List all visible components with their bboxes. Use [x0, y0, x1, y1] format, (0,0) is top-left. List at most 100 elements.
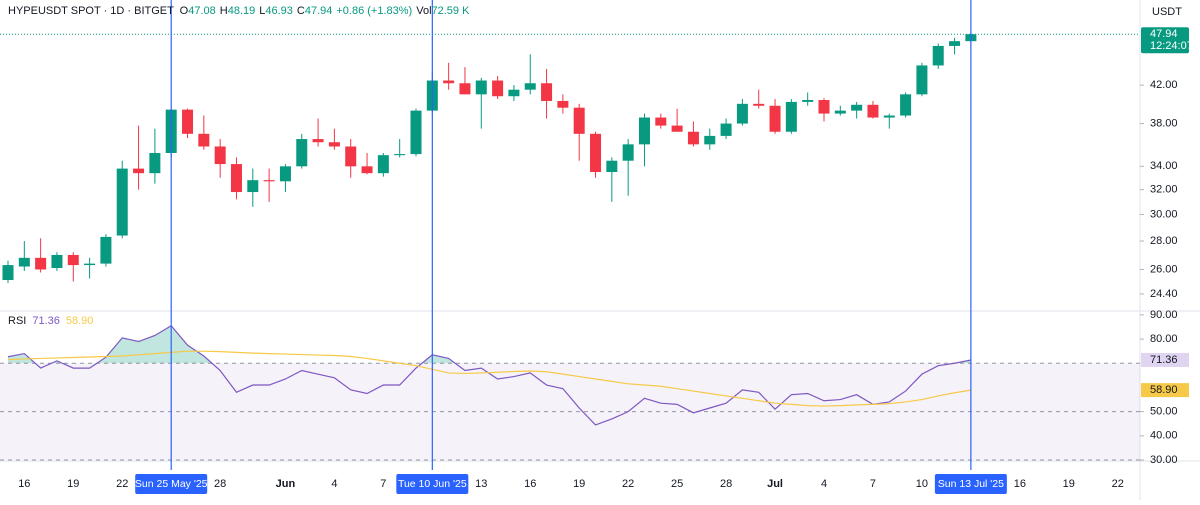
rsi-ma-box — [1141, 383, 1189, 398]
x-tick-label: 16 — [524, 478, 536, 490]
candle-body — [704, 135, 716, 145]
candle-body — [818, 100, 830, 114]
candle-body — [508, 89, 520, 97]
x-tick-label: 13 — [475, 478, 487, 490]
candle-body — [655, 117, 667, 126]
x-tick-label: 4 — [821, 478, 827, 490]
volume-value: 72.59 K — [432, 5, 471, 17]
rsi-title: RSI — [8, 315, 26, 327]
last-price-label: 47.94 — [1150, 28, 1178, 40]
candle-body — [834, 110, 846, 114]
x-tick-label: Jul — [767, 478, 783, 490]
candle-body — [883, 115, 895, 118]
symbol: HYPEUSDT SPOT · 1D · BITGET — [8, 5, 174, 17]
y-tick-label: 26.00 — [1150, 263, 1178, 275]
candle-body — [557, 100, 569, 108]
candle-body — [459, 83, 471, 95]
candle-body — [687, 131, 699, 145]
candle-body — [932, 45, 944, 66]
crosshair-date: Sun 25 May '25 — [135, 478, 208, 490]
x-tick-label: 28 — [720, 478, 732, 490]
candle-body — [802, 100, 814, 102]
x-tick-label: 16 — [18, 478, 30, 490]
candle-body — [916, 65, 928, 95]
candle-body — [900, 94, 912, 116]
rsi-tick-label: 30.00 — [1150, 454, 1178, 466]
y-tick-label: 28.00 — [1150, 235, 1178, 247]
change: +0.86 (+1.83%) — [336, 5, 412, 17]
candle-body — [410, 110, 422, 155]
candle-body — [753, 103, 765, 106]
candle-body — [573, 107, 585, 134]
x-tick-label: 4 — [331, 478, 337, 490]
x-tick-label: 7 — [380, 478, 386, 490]
open-value: 47.08 — [188, 5, 216, 17]
candle-body — [851, 104, 863, 111]
rsi-line — [7, 325, 971, 426]
candle-body — [720, 123, 732, 136]
rsi-value-box — [1141, 352, 1189, 367]
candle-body — [312, 139, 324, 143]
rsi-tick-label: 50.00 — [1150, 406, 1178, 418]
rsi-ma-label: 58.90 — [1150, 384, 1178, 396]
x-tick-label: 22 — [622, 478, 634, 490]
candle-body — [133, 168, 145, 174]
candle-body — [443, 80, 455, 84]
y-tick-label: 32.00 — [1150, 184, 1178, 196]
candle-body — [84, 263, 96, 266]
candle-body — [296, 139, 308, 167]
y-tick-label: 34.00 — [1150, 160, 1178, 172]
close-value: 47.94 — [305, 5, 333, 17]
y-tick-label: 30.00 — [1150, 208, 1178, 220]
candle-body — [67, 254, 79, 266]
header-legend: HYPEUSDT SPOT · 1D · BITGET O47.08 H48.19 L… — [8, 5, 470, 17]
crosshair-date: Tue 10 Jun '25 — [398, 478, 467, 490]
crosshair-date: Sun 13 Jul '25 — [938, 478, 1004, 490]
rsi-tick-label: 80.00 — [1150, 333, 1178, 345]
candle-body — [182, 109, 194, 134]
x-tick-label: Jun — [276, 478, 296, 490]
candle-body — [361, 166, 373, 174]
candle-body — [736, 103, 748, 124]
x-tick-label: 19 — [573, 478, 585, 490]
rsi-legend-ma: 58.90 — [66, 315, 94, 327]
x-tick-label: 19 — [67, 478, 79, 490]
candle-body — [279, 166, 291, 182]
rsi-value-label: 71.36 — [1150, 354, 1178, 366]
candle-body — [263, 180, 275, 182]
y-tick-label: 38.00 — [1150, 117, 1178, 129]
candle-body — [230, 164, 242, 193]
high-value: 48.19 — [228, 5, 256, 17]
candle-body — [18, 257, 30, 267]
candle-body — [377, 155, 389, 174]
candle-body — [149, 152, 161, 174]
rsi-legend-value: 71.36 — [32, 315, 60, 327]
candle-body — [590, 133, 602, 173]
candle-body — [524, 83, 536, 90]
crosshair-date-box — [135, 474, 208, 494]
x-tick-label: 22 — [1112, 478, 1124, 490]
candle-body — [492, 80, 504, 97]
candle-body — [769, 105, 781, 132]
candle-body — [671, 125, 683, 132]
rsi-tick-label: 40.00 — [1150, 430, 1178, 442]
candle-body — [328, 142, 340, 147]
candle-body — [606, 160, 618, 173]
x-tick-label: 19 — [1063, 478, 1075, 490]
candle-body — [100, 236, 112, 264]
y-tick-label: 42.00 — [1150, 79, 1178, 91]
countdown: 12:24:07 — [1150, 40, 1193, 52]
candle-body — [51, 254, 63, 269]
close-label: C — [297, 5, 305, 17]
x-tick-label: 25 — [671, 478, 683, 490]
crosshair-date-box — [934, 474, 1007, 494]
x-tick-label: 28 — [214, 478, 226, 490]
rsi-tick-label: 90.00 — [1150, 309, 1178, 321]
axis-unit: USDT — [1152, 6, 1182, 18]
high-label: H — [220, 5, 228, 17]
candle-body — [2, 265, 14, 280]
crosshair-date-box — [396, 474, 469, 494]
last-price-box — [1141, 27, 1189, 54]
candle-body — [247, 180, 259, 193]
y-tick-label: 24.40 — [1150, 288, 1178, 300]
